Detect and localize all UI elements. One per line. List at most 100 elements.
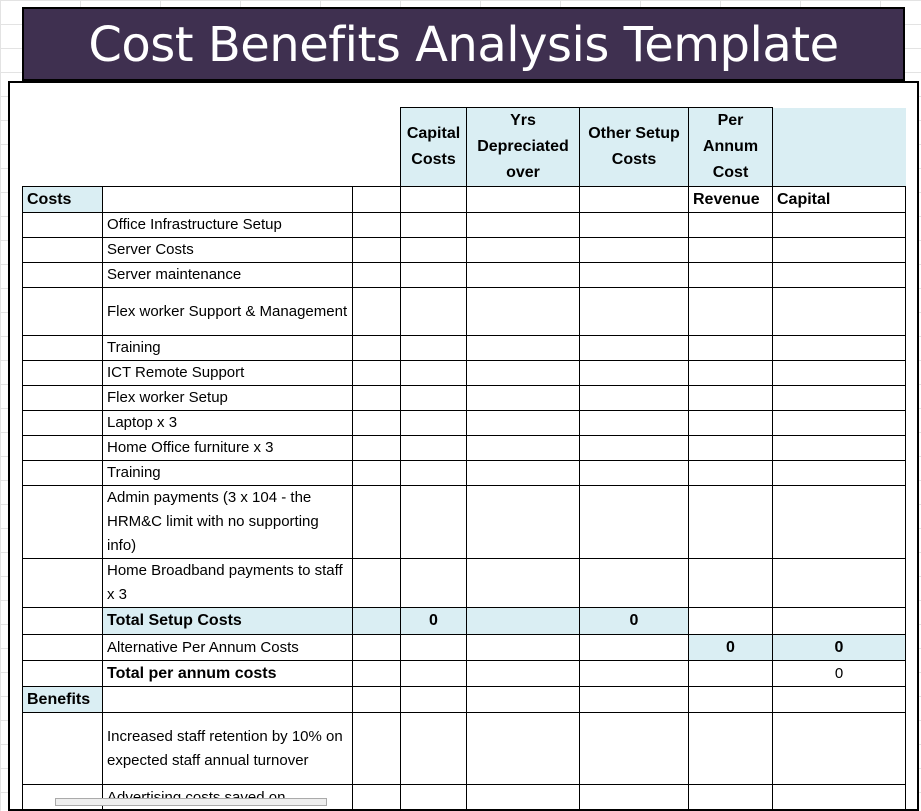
cell-c[interactable]	[352, 712, 401, 785]
cell-c[interactable]	[352, 335, 401, 361]
cell-f[interactable]	[579, 485, 689, 559]
cell-g[interactable]	[688, 660, 773, 687]
cell-h[interactable]	[772, 410, 906, 436]
cell-a[interactable]	[22, 712, 103, 785]
cell-g[interactable]	[688, 712, 773, 785]
cell-e[interactable]	[466, 287, 580, 336]
cell-d[interactable]	[400, 360, 467, 386]
cell-h[interactable]	[772, 237, 906, 263]
cell-b[interactable]: Admin payments (3 x 104 - the HRM&C limi…	[102, 485, 353, 559]
cell-g[interactable]	[688, 262, 773, 288]
header-other-setup-costs[interactable]: Other Setup Costs	[579, 107, 689, 187]
cell-c[interactable]	[352, 360, 401, 386]
cell-a[interactable]	[22, 237, 103, 263]
cell-c[interactable]	[352, 784, 401, 811]
header-capital-costs[interactable]: Capital Costs	[400, 107, 467, 187]
cell-a[interactable]: Benefits	[22, 686, 103, 713]
cell-a[interactable]	[22, 212, 103, 238]
cell-a[interactable]	[22, 287, 103, 336]
cell-d[interactable]	[400, 558, 467, 608]
cell-h[interactable]	[772, 686, 906, 713]
cell-a[interactable]	[22, 634, 103, 661]
cell-d[interactable]	[400, 660, 467, 687]
cell-b[interactable]: Office Infrastructure Setup	[102, 212, 353, 238]
cell-f[interactable]	[579, 262, 689, 288]
cell-f[interactable]	[579, 712, 689, 785]
cell-h[interactable]	[772, 435, 906, 461]
cell-a[interactable]	[22, 410, 103, 436]
cell-g[interactable]	[688, 435, 773, 461]
cell-f[interactable]	[579, 784, 689, 811]
cell-c[interactable]	[352, 660, 401, 687]
cell-f[interactable]	[579, 212, 689, 238]
cell-a[interactable]	[22, 335, 103, 361]
cell-d[interactable]	[400, 186, 467, 213]
cell-c[interactable]	[352, 686, 401, 713]
cell-f[interactable]	[579, 435, 689, 461]
cell-e[interactable]	[466, 237, 580, 263]
cell[interactable]	[353, 108, 401, 187]
cell-f[interactable]	[579, 287, 689, 336]
cell-f[interactable]	[579, 686, 689, 713]
cell-e[interactable]	[466, 385, 580, 411]
cell-a[interactable]	[22, 262, 103, 288]
cell-d[interactable]	[400, 460, 467, 486]
cell-c[interactable]	[352, 186, 401, 213]
cell-g[interactable]	[688, 360, 773, 386]
cell-c[interactable]	[352, 385, 401, 411]
cell-f[interactable]	[579, 558, 689, 608]
cell-c[interactable]	[352, 410, 401, 436]
cell-e[interactable]	[466, 686, 580, 713]
cell-f[interactable]	[579, 237, 689, 263]
cell-f[interactable]	[579, 186, 689, 213]
cell-g[interactable]	[688, 212, 773, 238]
cell-h[interactable]	[772, 212, 906, 238]
cell-c[interactable]	[352, 485, 401, 559]
cell-g[interactable]: 0	[688, 634, 773, 661]
cell-d[interactable]	[400, 784, 467, 811]
cell-g[interactable]	[688, 784, 773, 811]
cell-h[interactable]	[772, 360, 906, 386]
cell-a[interactable]	[22, 385, 103, 411]
cell-b[interactable]: Laptop x 3	[102, 410, 353, 436]
cell[interactable]	[23, 108, 103, 187]
cell-e[interactable]	[466, 660, 580, 687]
cell-a[interactable]	[22, 607, 103, 635]
cell-h[interactable]: Capital	[772, 186, 906, 213]
cell-b[interactable]: Server maintenance	[102, 262, 353, 288]
cell-e[interactable]	[466, 212, 580, 238]
cell-d[interactable]	[400, 262, 467, 288]
cell-h[interactable]	[772, 485, 906, 559]
cell-g[interactable]	[688, 410, 773, 436]
cell-b[interactable]: Server Costs	[102, 237, 353, 263]
cell-f[interactable]	[579, 410, 689, 436]
cell-b[interactable]: Total Setup Costs	[102, 607, 353, 635]
cell[interactable]	[103, 108, 353, 187]
cell-d[interactable]	[400, 634, 467, 661]
cell-h[interactable]: 0	[772, 660, 906, 687]
cell-h[interactable]	[772, 607, 906, 635]
cell-e[interactable]	[466, 410, 580, 436]
cell-a[interactable]	[22, 558, 103, 608]
cell-b[interactable]: Total per annum costs	[102, 660, 353, 687]
cell-h[interactable]	[772, 335, 906, 361]
cell-f[interactable]	[579, 360, 689, 386]
cell-g[interactable]: Revenue	[688, 186, 773, 213]
cell-f[interactable]	[579, 660, 689, 687]
cell-c[interactable]	[352, 212, 401, 238]
cell-b[interactable]: Flex worker Setup	[102, 385, 353, 411]
cell-c[interactable]	[352, 634, 401, 661]
cell-c[interactable]	[352, 262, 401, 288]
cell-e[interactable]	[466, 262, 580, 288]
cell-g[interactable]	[688, 287, 773, 336]
cell-d[interactable]	[400, 485, 467, 559]
cell-b[interactable]: Increased staff retention by 10% on expe…	[102, 712, 353, 785]
cell-c[interactable]	[352, 558, 401, 608]
cell-e[interactable]	[466, 335, 580, 361]
cell-e[interactable]	[466, 558, 580, 608]
sheet-tabs[interactable]	[55, 798, 327, 806]
cell-b[interactable]	[102, 186, 353, 213]
cell-g[interactable]	[688, 460, 773, 486]
cell-a[interactable]	[22, 460, 103, 486]
cell-e[interactable]	[466, 634, 580, 661]
